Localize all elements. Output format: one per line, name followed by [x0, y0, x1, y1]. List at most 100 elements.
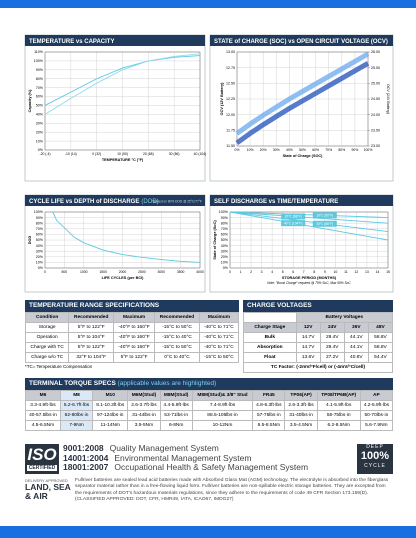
header-cell: TP06(AP) — [284, 390, 318, 401]
header-cell: 36V — [343, 322, 369, 333]
row: 40-57.5lbs·in 62-80lbs·in 97-124lbs·in 31-4… — [25, 410, 394, 421]
x-tick-label: 1000 — [80, 270, 88, 274]
x-axis-label: State of Charge (SOC) — [283, 154, 324, 158]
y2-tick-label: 23.00 — [371, 144, 380, 148]
line-label-box — [281, 213, 306, 220]
section-title: TEMPERATURE RANGE SPECIFICATIONS — [25, 300, 239, 312]
x-tick-label: 2 — [250, 270, 252, 274]
y-tick-label: 80% — [36, 77, 44, 81]
cell: Bulk — [243, 332, 297, 343]
header-cell: Charge Stage — [243, 322, 297, 333]
chart-note: *Based on 80% DOD @ 25°C/77°F — [152, 200, 202, 204]
iso-code: 9001:2008 — [63, 443, 104, 453]
y-axis-label: OCV (12V Battery) — [220, 82, 224, 115]
x-tick-label: 8 — [313, 270, 315, 274]
cell: 5°F to 104°F — [68, 332, 115, 343]
cell: 58.8V — [367, 342, 394, 353]
row: 4.5-6.5Nm 7-9Nm 11-14Nm 3.5-5Nm 6-8Nm 10-12Nm… — [25, 420, 394, 431]
x-tick-label: -10 (14) — [65, 152, 77, 156]
x-tick-label: 10 (50) — [117, 152, 128, 156]
x-tick-label: 30 (86) — [169, 152, 180, 156]
cell: -40°F to 160°F — [113, 342, 156, 353]
x-axis-label: TEMPERATURE °C (°F) — [102, 158, 144, 162]
x-tick-label: 1500 — [99, 270, 107, 274]
x-tick-label: 20 (68) — [143, 152, 154, 156]
series-line — [235, 61, 370, 145]
y2-tick-label: 24.50 — [371, 97, 380, 101]
y-tick-label: 40% — [36, 244, 44, 248]
y-tick-label: 80% — [221, 221, 229, 225]
x-tick-label: 9 — [324, 270, 326, 274]
header-cell: Recommended — [154, 312, 200, 323]
x-tick-label: 3 — [261, 270, 263, 274]
y2-tick-label: 25.00 — [371, 82, 380, 86]
x-tick-label: 3500 — [177, 270, 185, 274]
x-tick-label: 90% — [352, 148, 359, 152]
cell: 4.1-5.9ft·lbs — [316, 400, 361, 411]
y-tick-label: 40% — [36, 113, 44, 117]
cell: 0°C to 40°C — [154, 352, 200, 363]
y-tick-label: 12.50 — [226, 82, 235, 86]
group-row: Battery Voltages — [243, 312, 394, 323]
x-tick-label: -20 (-4) — [39, 152, 50, 156]
cell: 53-71lbs·in — [159, 410, 193, 421]
x-tick-label: 20% — [260, 148, 267, 152]
cell: -15°C to 40°C — [154, 332, 200, 343]
series-line — [44, 55, 201, 106]
series-line — [229, 211, 389, 219]
cell: 4.5-6.5Nm — [25, 420, 61, 431]
title: TERMINAL TORQUE SPECS — [29, 380, 116, 387]
delivery-section: DELIVERY APPROVED LAND, SEA & AIR Fullri… — [25, 478, 393, 512]
header-cell: M10 — [92, 390, 129, 401]
header-cell: TP08/TP6B(AP) — [316, 390, 361, 401]
header-cell: M8M(Stud)& 3/8" Stud — [191, 390, 254, 401]
row: Bulk 14.7V 29.4V 44.1V 58.8V — [243, 332, 394, 343]
line-label-box — [312, 212, 337, 219]
cell: 31-40lbs·in — [284, 410, 318, 421]
header-cell: FR45 — [252, 390, 286, 401]
cell: 5.2-6.7ft·lbs — [59, 400, 94, 411]
chart-title: STATE of CHARGE (SOC) vs OPEN CIRCUIT VO… — [214, 39, 388, 45]
cell: -40°C to 71°C — [198, 332, 240, 343]
y-tick-label: 20% — [36, 130, 44, 134]
cell: 27.2V — [319, 352, 345, 363]
header-cell: 24V — [319, 322, 345, 333]
y-tick-label: 11.50 — [226, 144, 235, 148]
delivery-text: Fullriver batteries are sealed lead acid… — [75, 478, 389, 503]
x-axis-label: STORAGE PERIOD (MONTHS) — [282, 276, 337, 280]
header-cell: Recommended — [68, 312, 115, 323]
voltage-section: CHARGE VOLTAGES Battery Voltages Charge S… — [243, 300, 394, 373]
x-tick-label: 14 — [376, 270, 380, 274]
y-tick-label: 90% — [36, 68, 44, 72]
cell: 44.1V — [343, 342, 369, 353]
x-tick-label: 50% — [299, 148, 306, 152]
cell: -40°F to 160°F — [113, 322, 156, 333]
chart-title: SELF DISCHARGE vs TIME/TEMPERATURE — [214, 199, 338, 205]
cell: 6-8Nm — [159, 420, 193, 431]
section-title: TERMINAL TORQUE SPECS (applicable values… — [25, 378, 393, 390]
iso-sub: CERTIFIED — [27, 465, 57, 471]
cell: 8.1-10.3ft·lbs — [92, 400, 129, 411]
plot-border — [44, 51, 201, 151]
section-title: CHARGE VOLTAGES — [243, 300, 393, 312]
cell: 50-70lbs·in — [359, 410, 394, 421]
iso-lines: 9001:2008 Quality Management System 14001:… — [63, 443, 308, 473]
cell: 6.2-8.5Nm — [316, 420, 361, 431]
cell: 3.3-4.9ft·lbs — [25, 400, 61, 411]
cell: 44.1V — [343, 332, 369, 343]
row: Float 13.6V 27.2V 40.8V 54.4V — [243, 352, 394, 363]
iso-text: ISO — [27, 445, 57, 464]
cell: 54.4V — [367, 352, 394, 363]
y2-axis-label: OCV (24V Battery) — [386, 84, 390, 114]
series-line — [235, 51, 370, 136]
cell: 29.4V — [319, 342, 345, 353]
plot-border — [44, 211, 201, 269]
chart-header — [25, 195, 205, 206]
y2-tick-label: 23.50 — [371, 129, 380, 133]
header-cell: M6M(Stud) — [127, 390, 161, 401]
plot-border — [236, 51, 369, 147]
y-tick-label: 90% — [221, 216, 229, 220]
x-tick-label: 4000 — [196, 270, 204, 274]
y-axis-label: State of Charge (SoC) — [213, 220, 217, 260]
cell: 29.4V — [319, 332, 345, 343]
